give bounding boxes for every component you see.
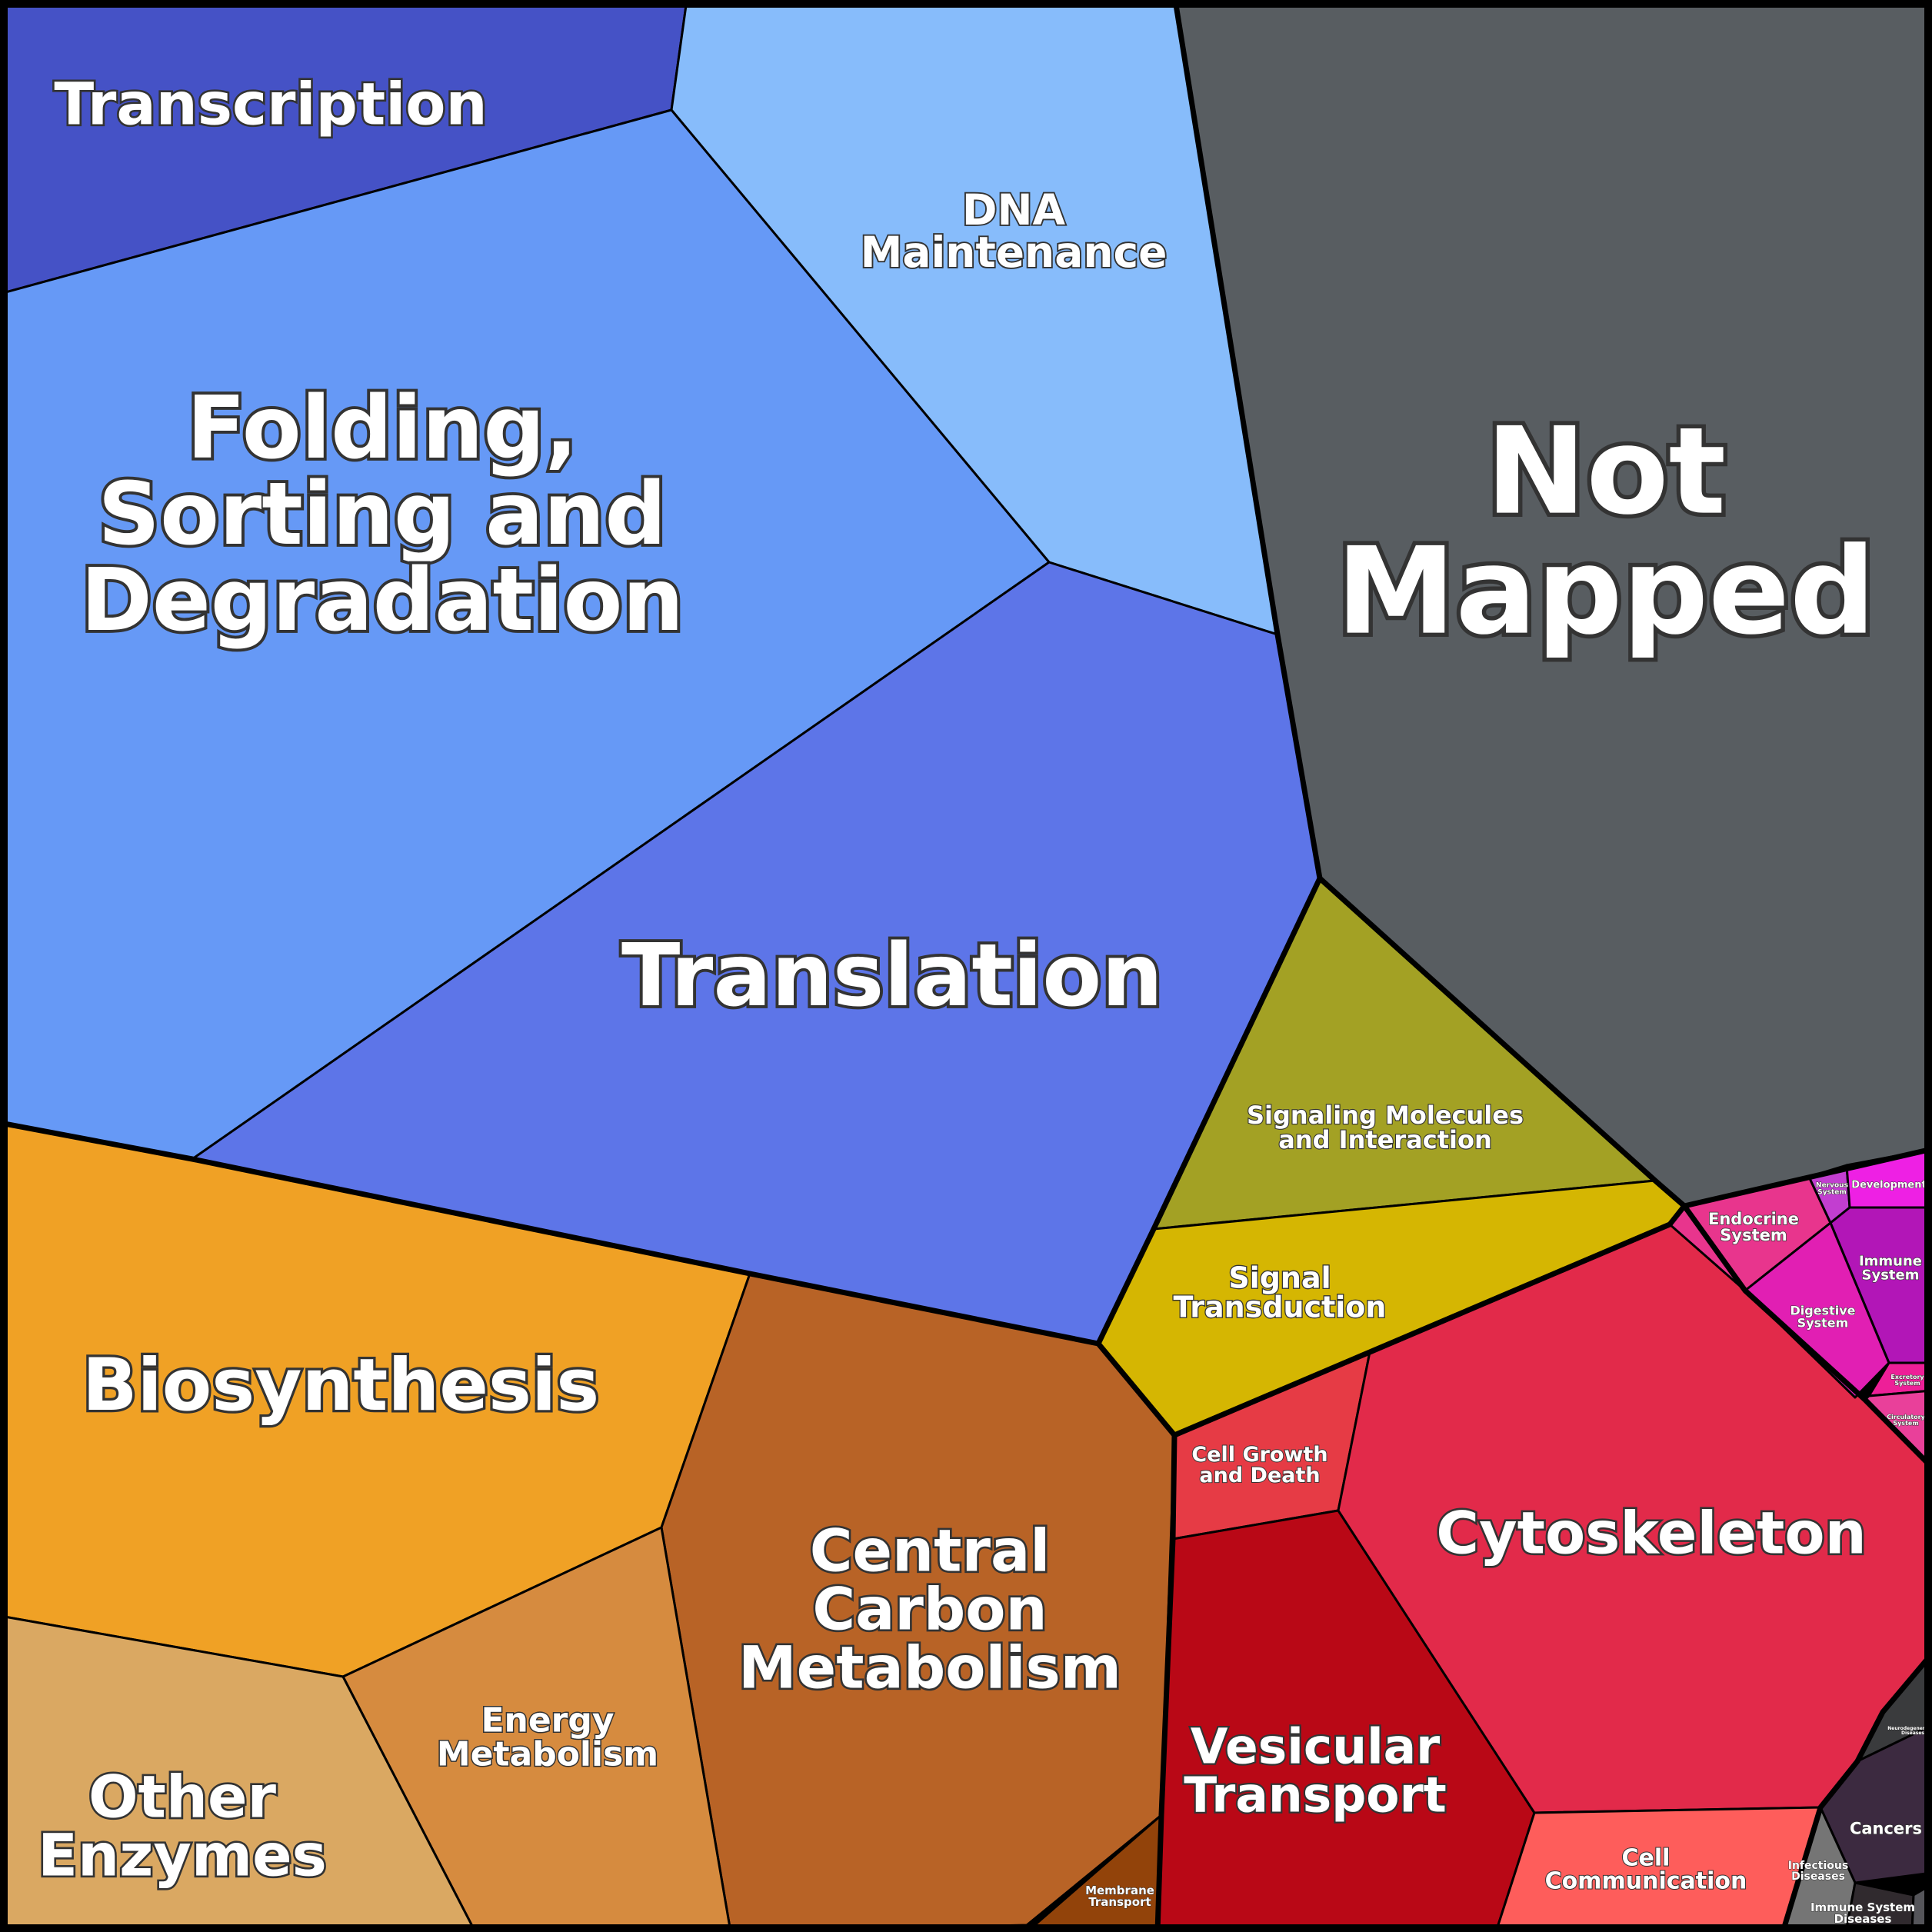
cell-excretory-system: [1867, 1361, 1932, 1397]
label-immune-system: Immune System: [1859, 1253, 1922, 1283]
label-development: Development: [1851, 1180, 1926, 1191]
label-line: Diseases: [1834, 1912, 1892, 1926]
cell-other-enzymes: [0, 1614, 477, 1932]
label-line: System: [1862, 1267, 1920, 1283]
label-line: Signaling Molecules: [1247, 1101, 1524, 1130]
label-line: Transport: [1184, 1767, 1447, 1824]
label-line: and Interaction: [1278, 1125, 1491, 1154]
label-neurodegenerative-diseases: NeurodegenerativeDiseases: [1887, 1726, 1932, 1736]
label-line: Central: [810, 1517, 1051, 1585]
label-line: Membrane: [1085, 1884, 1154, 1897]
label-line: Digestive: [1790, 1304, 1855, 1318]
label-line: Energy: [481, 1700, 614, 1740]
label-line: Translation: [621, 926, 1163, 1026]
label-immune-system-diseases: Immune System Diseases: [1810, 1900, 1915, 1926]
label-central-carbon-metabolism: Central Carbon Metabolism: [738, 1517, 1121, 1702]
group-border: [0, 1120, 1099, 1347]
label-biosynthesis: Biosynthesis: [82, 1344, 599, 1427]
label-line: DNA: [962, 185, 1066, 235]
group-border: [1682, 1204, 1932, 1470]
label-digestive-system: Digestive System: [1790, 1304, 1855, 1331]
label-transcription: Transcription: [54, 70, 487, 138]
label-signal-transduction: Signal Transduction: [1174, 1261, 1387, 1324]
label-line: Diseases: [1901, 1730, 1924, 1736]
label-line: Other: [88, 1763, 277, 1831]
label-line: Communication: [1545, 1868, 1747, 1895]
label-line: Endocrine: [1708, 1210, 1799, 1228]
label-line: Sorting and: [98, 465, 666, 565]
label-line: Circulatory: [1887, 1414, 1925, 1421]
label-line: Infectious: [1788, 1860, 1848, 1872]
cell-cell-communication: [1494, 1806, 1822, 1932]
label-line: System: [1894, 1380, 1920, 1387]
label-dna-maintenance: DNA Maintenance: [861, 185, 1168, 277]
label-line: Cell: [1622, 1845, 1671, 1872]
cell-immune-system-diseases: [1844, 1881, 1915, 1932]
label-line: Immune: [1859, 1253, 1922, 1269]
label-line: Neurodegenerative: [1887, 1726, 1932, 1731]
label-line: System: [1817, 1189, 1847, 1197]
label-line: Metabolism: [738, 1634, 1121, 1702]
label-line: and Death: [1199, 1464, 1320, 1487]
label-line: Nervous: [1816, 1182, 1848, 1190]
label-line: Carbon: [812, 1575, 1047, 1644]
label-line: Biosynthesis: [82, 1344, 599, 1427]
group-border: [1096, 1204, 1687, 1438]
label-not-mapped: Not Mapped: [1336, 401, 1875, 661]
label-cancers: Cancers: [1850, 1819, 1922, 1837]
label-line: Degradation: [81, 551, 684, 651]
labels-layer: Transcription DNA Maintenance Folding, Sorti…: [35, 68, 1932, 1926]
label-other-enzymes: Other Enzymes: [38, 1763, 327, 1890]
label-excretory-system: Excretory System: [1890, 1374, 1924, 1387]
label-line: Cytoskeleton: [1436, 1499, 1866, 1567]
label-line: Transduction: [1174, 1290, 1387, 1324]
label-line: Transcription: [54, 70, 487, 138]
label-line: Excretory: [1890, 1374, 1924, 1381]
label-circulatory-system: Circulatory System: [1887, 1414, 1925, 1427]
label-line: System: [1797, 1316, 1849, 1331]
label-line: System: [1720, 1226, 1787, 1244]
label-folding-sorting-degradation: Folding, Sorting and Degradation: [81, 378, 684, 651]
label-cell-communication: Cell Communication: [1545, 1845, 1747, 1895]
group-border: [1154, 1434, 1178, 1932]
label-cytoskeleton: Cytoskeleton: [1436, 1499, 1866, 1567]
label-line: Transport: [1088, 1895, 1151, 1909]
label-line: Immune System: [1810, 1900, 1915, 1914]
label-line: Maintenance: [861, 228, 1168, 277]
label-signaling-molecules: Signaling Molecules and Interaction: [1247, 1101, 1524, 1154]
label-line: Cell Growth: [1191, 1443, 1327, 1467]
label-translation: Translation: [621, 926, 1163, 1026]
label-infectious-diseases: Infectious Diseases: [1788, 1860, 1848, 1883]
label-membrane-transport: Membrane Transport: [1085, 1884, 1154, 1909]
label-cell-growth-death: Cell Growth and Death: [1191, 1443, 1327, 1487]
label-vesicular-transport: Vesicular Transport: [1184, 1719, 1447, 1824]
label-line: Mapped: [1336, 521, 1875, 661]
label-line: Enzymes: [38, 1821, 327, 1890]
label-line: System: [1893, 1420, 1918, 1427]
label-line: Vesicular: [1191, 1719, 1441, 1775]
label-line: Not: [1486, 401, 1726, 541]
label-line: Development: [1851, 1180, 1926, 1191]
label-endocrine-system: Endocrine System: [1708, 1210, 1799, 1244]
label-line: Cancers: [1850, 1819, 1922, 1837]
label-line: Folding,: [187, 378, 578, 478]
label-energy-metabolism: Energy Metabolism: [437, 1700, 658, 1774]
label-line: Metabolism: [437, 1734, 658, 1774]
label-nervous-system: Nervous System: [1816, 1182, 1848, 1197]
group-border: [1317, 876, 1932, 1209]
label-line: Signal: [1228, 1261, 1331, 1294]
label-line: Diseases: [1791, 1870, 1845, 1883]
group-border: [1780, 1651, 1932, 1932]
